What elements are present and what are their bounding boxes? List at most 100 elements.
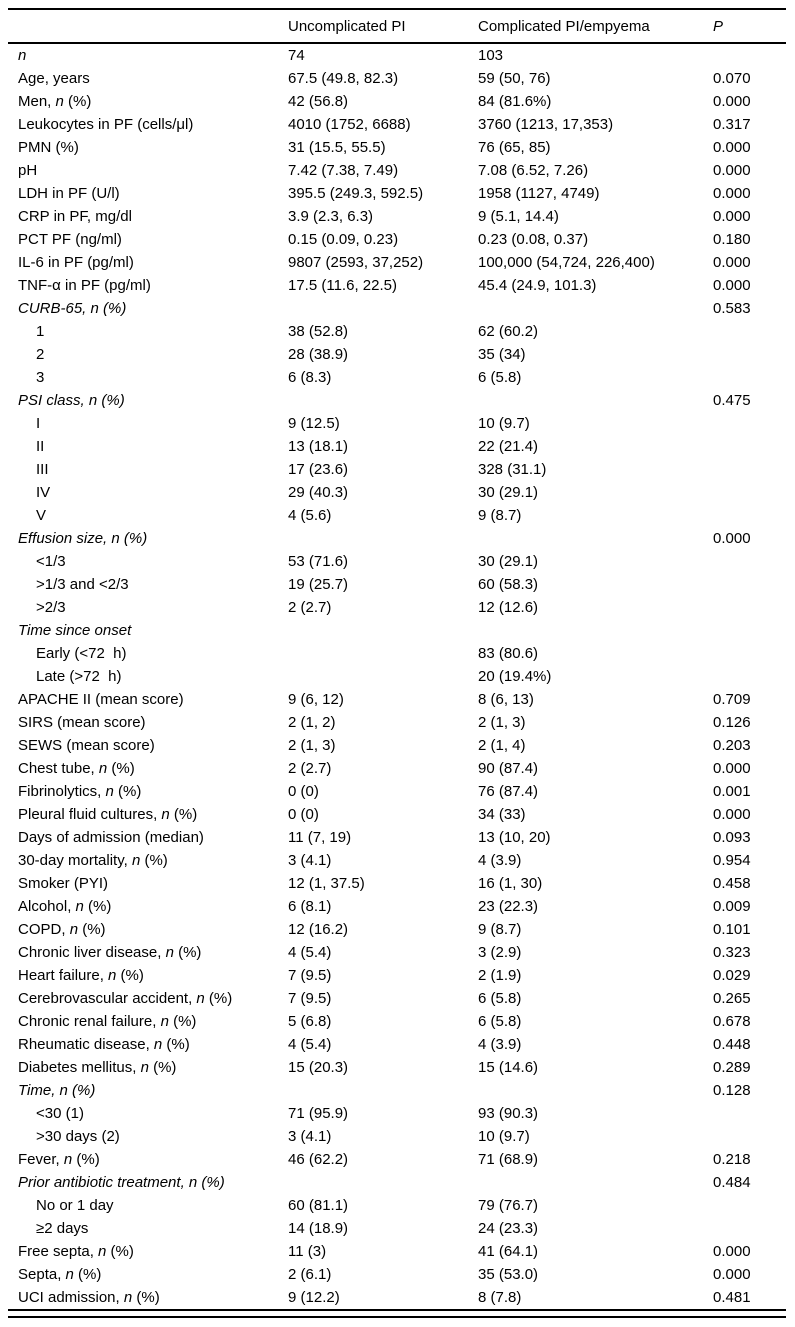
table-row: Early (<72 h) 83 (80.6) [8, 642, 786, 665]
table-row: ≥2 days 14 (18.9) 24 (23.3) [8, 1217, 786, 1240]
cell-uncomplicated-pi: 12 (1, 37.5) [288, 875, 365, 892]
cell-uncomplicated-pi: 2 (2.7) [288, 599, 332, 616]
cell-p-value [713, 619, 786, 642]
table-header: Uncomplicated PI Complicated PI/empyema P [8, 9, 786, 44]
table-row: Late (>72 h) 20 (19.4%) [8, 665, 786, 688]
row-label: TNF-α in PF (pg/ml) [18, 277, 151, 294]
row-label: 30-day mortality, n (%) [18, 852, 168, 869]
cell-p-value: 0.709 [713, 691, 751, 708]
cell-complicated-pi-empyema: 9 (5.1, 14.4) [478, 208, 559, 225]
row-label: >30 days (2) [36, 1128, 120, 1145]
cell-complicated-pi-empyema [478, 1171, 713, 1194]
table-body: n 74 103 Age, years 67.5 (49.8, 82.3) 59 (50,… [8, 43, 786, 1310]
table-row: Free septa, n (%) 11 (3) 41 (64.1) 0.000 [8, 1240, 786, 1263]
row-label: V [36, 507, 47, 524]
table-row: CRP in PF, mg/dl 3.9 (2.3, 6.3) 9 (5.1, 14… [8, 205, 786, 228]
table-row: >30 days (2) 3 (4.1) 10 (9.7) [8, 1125, 786, 1148]
row-label: Chronic liver disease, n (%) [18, 944, 202, 961]
cell-complicated-pi-empyema: 6 (5.8) [478, 990, 522, 1007]
table-row: No or 1 day 60 (81.1) 79 (76.7) [8, 1194, 786, 1217]
table-row: CURB-65, n (%) 0.583 [8, 297, 786, 320]
cell-p-value [713, 1102, 786, 1125]
comparison-table-container: Uncomplicated PI Complicated PI/empyema P … [8, 8, 786, 1318]
cell-p-value: 0.000 [713, 806, 751, 823]
row-label: ≥2 days [36, 1220, 89, 1237]
row-label: Pleural fluid cultures, n (%) [18, 806, 198, 823]
cell-complicated-pi-empyema: 71 (68.9) [478, 1151, 539, 1168]
row-label: Time, n (%) [18, 1082, 96, 1099]
table-row: UCI admission, n (%) 9 (12.2) 8 (7.8) 0.481 [8, 1286, 786, 1310]
cell-p-value: 0.000 [713, 760, 751, 777]
cell-uncomplicated-pi: 9 (6, 12) [288, 691, 344, 708]
cell-uncomplicated-pi: 17.5 (11.6, 22.5) [288, 277, 397, 294]
cell-complicated-pi-empyema: 59 (50, 76) [478, 70, 551, 87]
table-row: n 74 103 [8, 43, 786, 67]
cell-complicated-pi-empyema: 30 (29.1) [478, 553, 539, 570]
table-row: III 17 (23.6) 328 (31.1) [8, 458, 786, 481]
cell-complicated-pi-empyema: 35 (53.0) [478, 1266, 539, 1283]
cell-p-value: 0.484 [713, 1174, 751, 1191]
table-row: TNF-α in PF (pg/ml) 17.5 (11.6, 22.5) 45.4… [8, 274, 786, 297]
column-header-2: Complicated PI/empyema [478, 9, 713, 44]
cell-p-value: 0.180 [713, 231, 751, 248]
cell-complicated-pi-empyema: 2 (1.9) [478, 967, 522, 984]
cell-uncomplicated-pi: 5 (6.8) [288, 1013, 332, 1030]
cell-complicated-pi-empyema: 103 [478, 47, 504, 64]
cell-uncomplicated-pi: 2 (1, 2) [288, 714, 336, 731]
row-label: PCT PF (ng/ml) [18, 231, 122, 248]
cell-complicated-pi-empyema: 93 (90.3) [478, 1105, 539, 1122]
row-label: Age, years [18, 70, 90, 87]
cell-uncomplicated-pi: 12 (16.2) [288, 921, 349, 938]
cell-uncomplicated-pi: 7.42 (7.38, 7.49) [288, 162, 399, 179]
cell-uncomplicated-pi: 7 (9.5) [288, 990, 332, 1007]
cell-complicated-pi-empyema: 23 (22.3) [478, 898, 539, 915]
cell-complicated-pi-empyema: 0.23 (0.08, 0.37) [478, 231, 589, 248]
row-label: Chronic renal failure, n (%) [18, 1013, 197, 1030]
cell-p-value: 0.000 [713, 530, 751, 547]
cell-uncomplicated-pi: 4 (5.4) [288, 1036, 332, 1053]
cell-complicated-pi-empyema: 1958 (1127, 4749) [478, 185, 600, 202]
cell-uncomplicated-pi [288, 389, 478, 412]
table-row: I 9 (12.5) 10 (9.7) [8, 412, 786, 435]
cell-uncomplicated-pi: 9 (12.5) [288, 415, 340, 432]
row-label: >1/3 and <2/3 [36, 576, 129, 593]
row-label: <1/3 [36, 553, 66, 570]
table-row: Effusion size, n (%) 0.000 [8, 527, 786, 550]
table-row: Diabetes mellitus, n (%) 15 (20.3) 15 (14.… [8, 1056, 786, 1079]
table-row: Time since onset [8, 619, 786, 642]
cell-uncomplicated-pi: 19 (25.7) [288, 576, 349, 593]
cell-p-value [713, 550, 786, 573]
cell-uncomplicated-pi: 11 (3) [288, 1243, 327, 1260]
cell-p-value: 0.218 [713, 1151, 751, 1168]
cell-complicated-pi-empyema: 10 (9.7) [478, 1128, 530, 1145]
cell-uncomplicated-pi [288, 1079, 478, 1102]
table-row: Septa, n (%) 2 (6.1) 35 (53.0) 0.000 [8, 1263, 786, 1286]
row-label: CRP in PF, mg/dl [18, 208, 132, 225]
cell-p-value: 0.128 [713, 1082, 751, 1099]
cell-complicated-pi-empyema: 6 (5.8) [478, 369, 522, 386]
cell-uncomplicated-pi [288, 527, 478, 550]
table-row: Men, n (%) 42 (56.8) 84 (81.6%) 0.000 [8, 90, 786, 113]
row-label: APACHE II (mean score) [18, 691, 184, 708]
row-label: 1 [36, 323, 45, 340]
cell-complicated-pi-empyema: 4 (3.9) [478, 852, 522, 869]
cell-uncomplicated-pi: 2 (1, 3) [288, 737, 336, 754]
cell-complicated-pi-empyema: 9 (8.7) [478, 921, 522, 938]
cell-p-value: 0.583 [713, 300, 751, 317]
cell-uncomplicated-pi: 60 (81.1) [288, 1197, 349, 1214]
row-label: Early (<72 h) [36, 645, 127, 662]
cell-p-value: 0.070 [713, 70, 751, 87]
cell-complicated-pi-empyema: 20 (19.4%) [478, 668, 552, 685]
cell-p-value [713, 1217, 786, 1240]
cell-p-value: 0.317 [713, 116, 751, 133]
cell-p-value [713, 366, 786, 389]
row-label: n [18, 47, 27, 64]
cell-uncomplicated-pi: 3 (4.1) [288, 1128, 332, 1145]
row-label: Days of admission (median) [18, 829, 204, 846]
cell-complicated-pi-empyema: 22 (21.4) [478, 438, 539, 455]
table-row: Chronic liver disease, n (%) 4 (5.4) 3 (2.… [8, 941, 786, 964]
cell-complicated-pi-empyema: 16 (1, 30) [478, 875, 543, 892]
row-label: Heart failure, n (%) [18, 967, 144, 984]
cell-p-value [713, 1194, 786, 1217]
cell-complicated-pi-empyema [478, 619, 713, 642]
